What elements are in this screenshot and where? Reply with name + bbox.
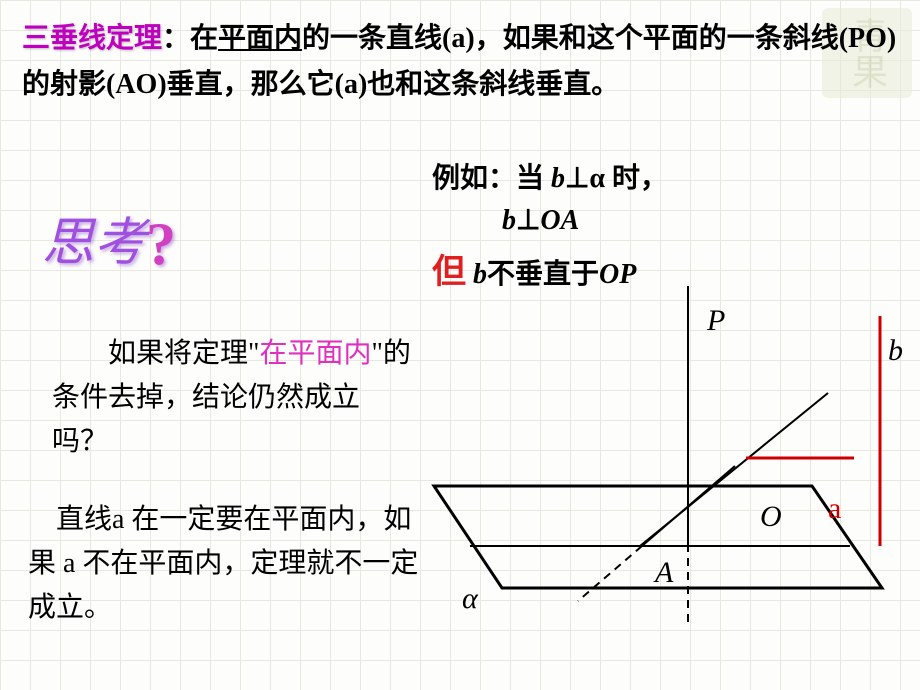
label-b: b [888, 334, 903, 368]
theorem-underline: 平面内 [218, 23, 302, 54]
theorem-sep: ：在 [162, 23, 218, 54]
ex-l2c: OA [540, 205, 579, 236]
label-O: O [760, 500, 782, 534]
think-qm: ? [146, 211, 176, 277]
think-word: 思考 [42, 215, 146, 272]
ex-l1b: b [551, 163, 565, 194]
ex-l2a: b [502, 205, 516, 236]
theorem-text: 三垂线定理：在平面内的一条直线(a)，如果和这个平面的一条斜线(PO)的射影(A… [22, 16, 898, 108]
label-A: A [655, 556, 673, 590]
geometry-diagram: P b O a A α [430, 286, 910, 676]
example-text: 例如：当 b⊥α 时， b⊥OA [432, 158, 668, 242]
label-alpha: α [462, 582, 478, 616]
p1-indent: 如果将定理" [52, 338, 259, 369]
label-P: P [707, 304, 725, 338]
p1-highlight: 在平面内 [259, 338, 371, 369]
theorem-title: 三垂线定理 [22, 23, 162, 54]
think-heading: 思考? [42, 200, 176, 279]
diagram-svg [430, 286, 910, 676]
ex-l1c: ⊥α 时， [565, 163, 668, 194]
label-a: a [828, 492, 841, 526]
ex-l2b: ⊥ [516, 205, 540, 236]
ex-l1a: 例如：当 [432, 163, 551, 194]
paragraph-2: 直线a 在一定要在平面内，如果 a 不在平面内，定理就不一定成立。 [28, 498, 428, 630]
paragraph-1: 如果将定理"在平面内"的条件去掉，结论仍然成立吗？ [52, 332, 412, 464]
